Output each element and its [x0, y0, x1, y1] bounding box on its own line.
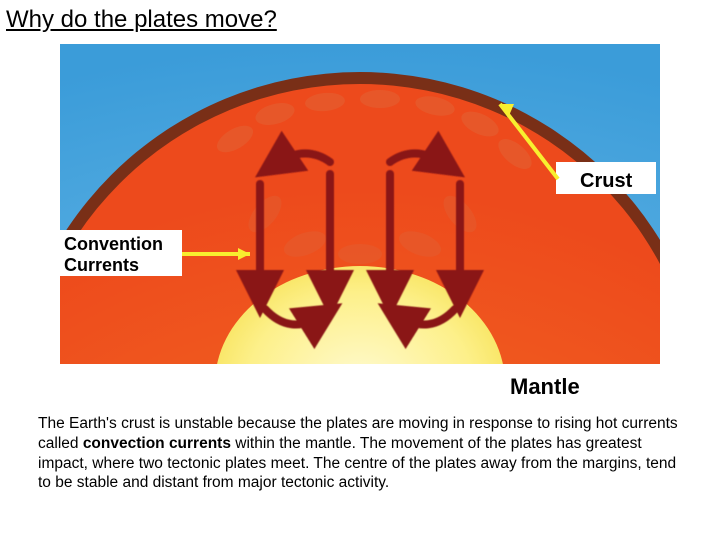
explanation-paragraph: The Earth's crust is unstable because th… [38, 414, 682, 493]
page-title: Why do the plates move? [6, 6, 277, 34]
label-convection-line1: Convention [64, 234, 163, 254]
diagram-svg [60, 44, 660, 364]
earth-cross-section-diagram [60, 44, 660, 364]
para-bold: convection currents [83, 435, 231, 452]
label-convection-line2: Currents [64, 255, 139, 275]
label-convection-currents: Convention Currents [64, 234, 163, 276]
label-mantle: Mantle [510, 374, 580, 400]
label-crust: Crust [580, 170, 632, 193]
